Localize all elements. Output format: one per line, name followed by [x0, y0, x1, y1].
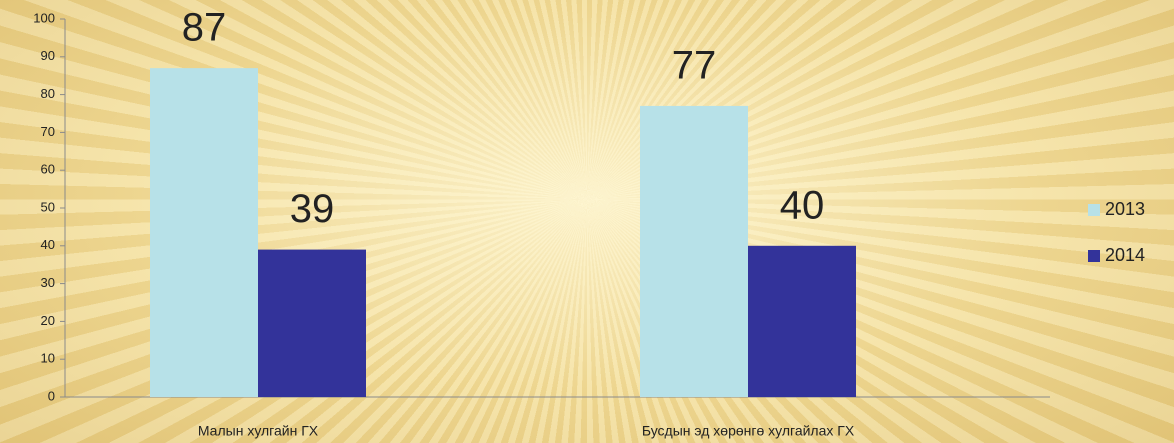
y-tick-label: 30 [41, 275, 55, 290]
data-label: 77 [672, 44, 717, 88]
y-tick-label: 60 [41, 162, 55, 177]
y-tick-label: 50 [41, 199, 55, 214]
y-tick-label: 10 [41, 351, 55, 366]
y-tick-label: 80 [41, 86, 55, 101]
bar [640, 105, 748, 397]
x-tick-label: Малын хулгайн ГХ [198, 423, 319, 439]
legend-label: 2013 [1105, 199, 1145, 219]
y-tick-label: 20 [41, 313, 55, 328]
legend-label: 2014 [1105, 245, 1145, 265]
y-tick-label: 70 [41, 124, 55, 139]
bar [150, 68, 258, 397]
y-tick-label: 100 [33, 10, 55, 25]
x-tick-label: Бусдын эд хөрөнгө хулгайлах ГХ [642, 423, 855, 439]
legend-swatch [1088, 250, 1100, 262]
data-label: 87 [182, 6, 227, 50]
bar [748, 245, 856, 397]
y-tick-label: 40 [41, 237, 55, 252]
bar [258, 249, 366, 397]
legend-swatch [1088, 204, 1100, 216]
data-label: 39 [290, 187, 335, 231]
data-label: 40 [780, 183, 825, 227]
y-tick-label: 90 [41, 48, 55, 63]
y-tick-label: 0 [48, 388, 55, 403]
